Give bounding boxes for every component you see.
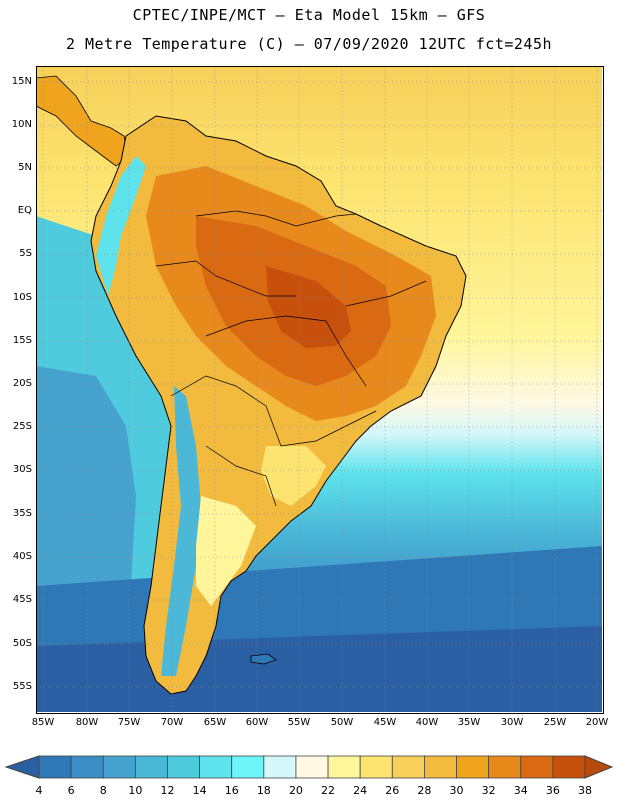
lon-label: 65W <box>203 717 227 728</box>
lat-label: 15N <box>11 76 32 87</box>
colorbar <box>4 755 614 779</box>
colorbar-swatch <box>70 755 104 779</box>
lat-label: 10S <box>12 292 32 303</box>
lat-label: 40S <box>12 551 32 562</box>
lon-label: 75W <box>117 717 141 728</box>
lat-label: 5S <box>19 248 32 259</box>
lat-label: 10N <box>11 119 32 130</box>
colorbar-label: 24 <box>353 784 368 797</box>
lat-label: 15S <box>12 335 32 346</box>
patagonia <box>196 496 256 606</box>
lon-label: 70W <box>160 717 184 728</box>
colorbar-label: 30 <box>449 784 464 797</box>
colorbar-swatch <box>552 755 586 779</box>
map-subtitle: 2 Metre Temperature (C) – 07/09/2020 12U… <box>65 35 553 53</box>
colorbar-label: 20 <box>288 784 303 797</box>
colorbar-label: 36 <box>545 784 560 797</box>
andes <box>96 156 146 296</box>
lat-label: 50S <box>12 638 32 649</box>
colorbar-label: 4 <box>35 784 43 797</box>
colorbar-swatch <box>391 755 425 779</box>
colorbar-left-arrow <box>4 755 40 779</box>
lat-label: 20S <box>12 378 32 389</box>
map-title: CPTEC/INPE/MCT – Eta Model 15km – GFS <box>132 6 486 24</box>
lon-label: 30W <box>500 717 524 728</box>
colorbar-label: 26 <box>385 784 400 797</box>
country-borders <box>155 210 427 507</box>
lon-label: 55W <box>287 717 311 728</box>
colorbar-swatch <box>456 755 490 779</box>
la-plata-region <box>261 446 326 506</box>
lat-label: 5N <box>18 162 32 173</box>
colorbar-swatch <box>167 755 200 779</box>
colorbar-label: 12 <box>160 784 175 797</box>
lat-label: 30S <box>12 464 32 475</box>
lon-label: 60W <box>245 717 269 728</box>
colorbar-label: 32 <box>481 784 496 797</box>
colorbar-label: 28 <box>417 784 432 797</box>
lon-label: 45W <box>373 717 397 728</box>
lat-label: 25S <box>12 421 32 432</box>
colorbar-swatch <box>520 755 554 779</box>
colorbar-label: 38 <box>578 784 592 797</box>
colorbar-label: 34 <box>513 784 528 797</box>
colorbar-swatch <box>424 755 457 779</box>
southern-andes <box>161 386 201 676</box>
lon-label: 35W <box>457 717 481 728</box>
colorbar-swatch <box>38 755 72 779</box>
colorbar-swatch <box>231 755 265 779</box>
lon-label: 80W <box>75 717 99 728</box>
lat-label: 45S <box>12 594 32 605</box>
lat-label: 55S <box>12 681 32 692</box>
colorbar-swatch <box>327 755 361 779</box>
colorbar-label: 18 <box>256 784 271 797</box>
colorbar-label: 14 <box>192 784 207 797</box>
colorbar-swatch <box>102 755 136 779</box>
colorbar-swatch <box>488 755 522 779</box>
lat-label: 35S <box>12 508 32 519</box>
map-frame <box>36 66 604 714</box>
lon-label: 25W <box>543 717 567 728</box>
colorbar-swatch <box>134 755 168 779</box>
colorbar-label: 16 <box>224 784 239 797</box>
lon-label: 85W <box>31 717 55 728</box>
colorbar-swatch <box>199 755 233 779</box>
colorbar-label: 22 <box>321 784 336 797</box>
colorbar-swatch <box>359 755 393 779</box>
colorbar-label: 6 <box>67 784 75 797</box>
lon-label: 50W <box>330 717 354 728</box>
temperature-map <box>36 66 602 712</box>
falkland-islands <box>250 653 277 665</box>
colorbar-label: 10 <box>128 784 143 797</box>
colorbar-right-arrow <box>584 755 614 779</box>
colorbar-swatch <box>295 755 329 779</box>
colorbar-label: 8 <box>99 784 107 797</box>
lon-label: 20W <box>585 717 609 728</box>
lat-label: EQ <box>17 205 32 216</box>
lon-label: 40W <box>415 717 439 728</box>
colorbar-swatch <box>263 755 297 779</box>
